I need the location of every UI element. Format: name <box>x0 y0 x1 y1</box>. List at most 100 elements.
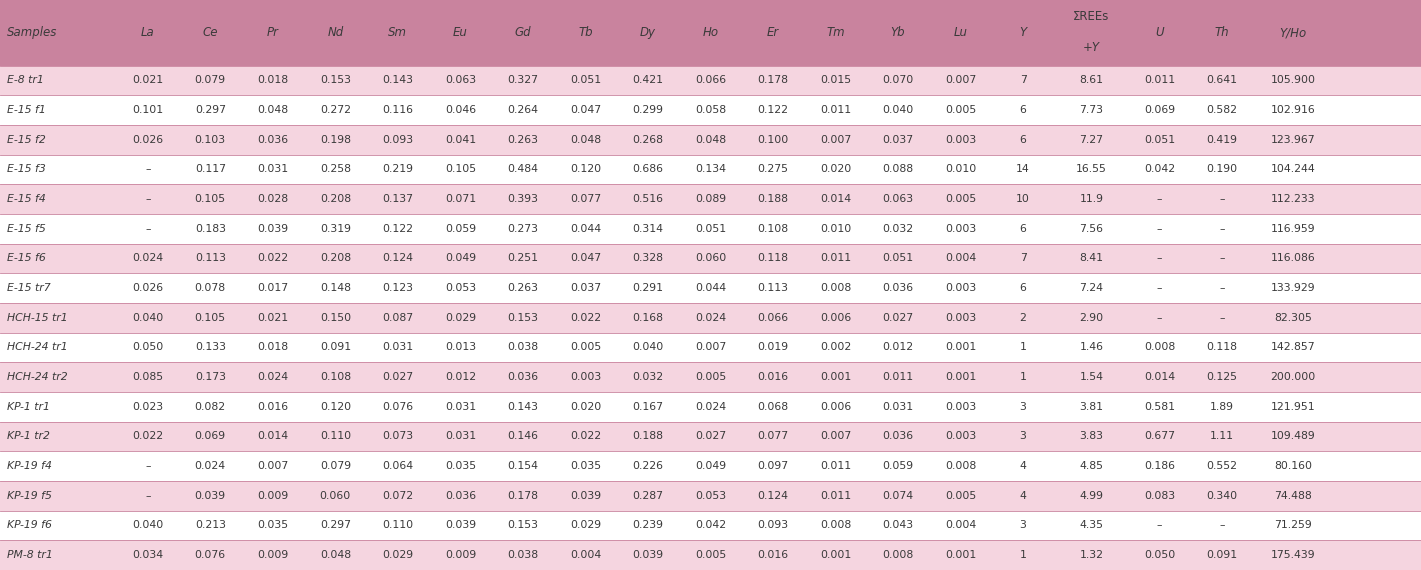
Text: 0.327: 0.327 <box>507 75 539 86</box>
Text: 6: 6 <box>1020 135 1026 145</box>
Text: 0.677: 0.677 <box>1144 431 1175 442</box>
Text: 0.076: 0.076 <box>382 402 414 412</box>
Text: 1: 1 <box>1020 343 1026 352</box>
Text: 0.029: 0.029 <box>570 520 601 531</box>
Text: Dy: Dy <box>639 26 657 39</box>
Bar <box>0 214 1421 243</box>
Text: 0.031: 0.031 <box>445 402 476 412</box>
Text: 0.039: 0.039 <box>445 520 476 531</box>
Text: 0.014: 0.014 <box>1144 372 1175 382</box>
Text: 0.047: 0.047 <box>570 254 601 263</box>
Text: Th: Th <box>1215 26 1229 39</box>
Text: 0.213: 0.213 <box>195 520 226 531</box>
Text: E-15 f4: E-15 f4 <box>7 194 45 204</box>
Text: 3.83: 3.83 <box>1080 431 1103 442</box>
Text: 0.641: 0.641 <box>1206 75 1238 86</box>
Text: 0.263: 0.263 <box>507 135 539 145</box>
Text: 0.029: 0.029 <box>382 550 414 560</box>
Text: 0.134: 0.134 <box>695 164 726 174</box>
Text: 0.183: 0.183 <box>195 224 226 234</box>
Text: 0.004: 0.004 <box>570 550 601 560</box>
Text: 0.037: 0.037 <box>570 283 601 293</box>
Text: 7.56: 7.56 <box>1080 224 1103 234</box>
Text: 0.024: 0.024 <box>695 313 726 323</box>
Text: 0.340: 0.340 <box>1206 491 1238 501</box>
Text: 0.016: 0.016 <box>757 550 789 560</box>
Text: 0.048: 0.048 <box>570 135 601 145</box>
Text: 116.086: 116.086 <box>1270 254 1316 263</box>
Text: 0.093: 0.093 <box>757 520 789 531</box>
Text: 0.251: 0.251 <box>507 254 539 263</box>
Bar <box>0 154 1421 184</box>
Text: Nd: Nd <box>327 26 344 39</box>
Text: 0.039: 0.039 <box>632 550 664 560</box>
Text: 8.61: 8.61 <box>1080 75 1103 86</box>
Text: 0.178: 0.178 <box>507 491 539 501</box>
Text: Er: Er <box>767 26 779 39</box>
Text: 0.122: 0.122 <box>382 224 414 234</box>
Text: 4.85: 4.85 <box>1080 461 1103 471</box>
Bar <box>0 95 1421 125</box>
Text: 0.042: 0.042 <box>1144 164 1175 174</box>
Text: 0.113: 0.113 <box>195 254 226 263</box>
Text: 0.143: 0.143 <box>507 402 539 412</box>
Text: 0.105: 0.105 <box>195 313 226 323</box>
Text: 200.000: 200.000 <box>1270 372 1316 382</box>
Text: 0.041: 0.041 <box>445 135 476 145</box>
Text: 0.009: 0.009 <box>445 550 476 560</box>
Text: 8.41: 8.41 <box>1080 254 1103 263</box>
Text: 0.072: 0.072 <box>382 491 414 501</box>
Text: 0.314: 0.314 <box>632 224 664 234</box>
Text: 16.55: 16.55 <box>1076 164 1107 174</box>
Text: 0.051: 0.051 <box>1144 135 1175 145</box>
Text: 0.038: 0.038 <box>507 550 539 560</box>
Text: 0.024: 0.024 <box>695 402 726 412</box>
Text: 0.017: 0.017 <box>257 283 288 293</box>
Text: 0.103: 0.103 <box>195 135 226 145</box>
Text: 0.118: 0.118 <box>1206 343 1238 352</box>
Text: 0.022: 0.022 <box>570 431 601 442</box>
Text: 0.153: 0.153 <box>507 313 539 323</box>
Text: 0.073: 0.073 <box>382 431 414 442</box>
Text: 0.001: 0.001 <box>820 550 851 560</box>
Text: 0.133: 0.133 <box>195 343 226 352</box>
Text: 0.124: 0.124 <box>382 254 414 263</box>
Text: 0.022: 0.022 <box>132 431 163 442</box>
Text: 0.031: 0.031 <box>257 164 288 174</box>
Text: 1: 1 <box>1020 550 1026 560</box>
Text: KP-1 tr2: KP-1 tr2 <box>7 431 50 442</box>
Text: 0.008: 0.008 <box>1144 343 1175 352</box>
Text: 0.031: 0.031 <box>882 402 914 412</box>
Text: 0.012: 0.012 <box>445 372 476 382</box>
Text: 0.039: 0.039 <box>195 491 226 501</box>
Text: 0.040: 0.040 <box>882 105 914 115</box>
Text: –: – <box>1219 194 1225 204</box>
Text: 0.070: 0.070 <box>882 75 914 86</box>
Text: 0.091: 0.091 <box>1206 550 1238 560</box>
Text: 0.016: 0.016 <box>757 372 789 382</box>
Bar <box>0 0 1421 66</box>
Text: 0.020: 0.020 <box>820 164 851 174</box>
Bar <box>0 333 1421 363</box>
Text: 0.168: 0.168 <box>632 313 664 323</box>
Text: 0.040: 0.040 <box>632 343 664 352</box>
Text: 0.050: 0.050 <box>132 343 163 352</box>
Text: 7: 7 <box>1020 254 1026 263</box>
Text: 3.81: 3.81 <box>1080 402 1103 412</box>
Text: –: – <box>1219 224 1225 234</box>
Text: 123.967: 123.967 <box>1270 135 1316 145</box>
Text: 0.059: 0.059 <box>882 461 914 471</box>
Text: 0.328: 0.328 <box>632 254 664 263</box>
Text: +Y: +Y <box>1083 40 1100 54</box>
Text: 0.089: 0.089 <box>695 194 726 204</box>
Text: 4.35: 4.35 <box>1080 520 1103 531</box>
Text: E-15 f5: E-15 f5 <box>7 224 45 234</box>
Text: 0.137: 0.137 <box>382 194 414 204</box>
Text: 0.003: 0.003 <box>945 224 976 234</box>
Text: 0.011: 0.011 <box>820 461 851 471</box>
Text: 1: 1 <box>1020 372 1026 382</box>
Text: 0.100: 0.100 <box>757 135 789 145</box>
Text: 0.071: 0.071 <box>445 194 476 204</box>
Text: 0.039: 0.039 <box>257 224 288 234</box>
Text: 0.060: 0.060 <box>320 491 351 501</box>
